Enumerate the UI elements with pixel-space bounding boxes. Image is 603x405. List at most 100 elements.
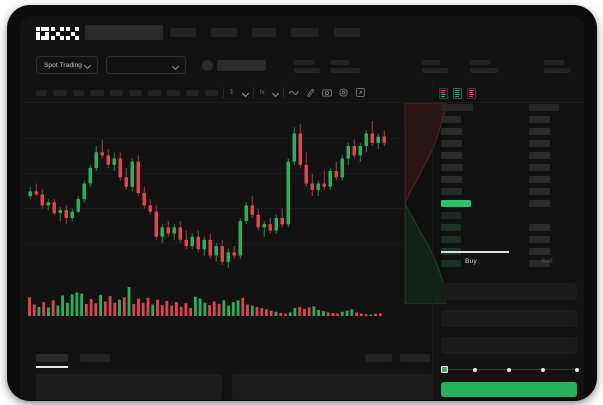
orders-panel	[20, 348, 447, 400]
orderbook-ask-row[interactable]	[441, 128, 462, 135]
slider-stop-75[interactable]	[541, 367, 545, 372]
slider-stop-50[interactable]	[507, 367, 511, 372]
snapshot-icon[interactable]	[322, 88, 332, 97]
chevron-down-icon[interactable]	[273, 91, 278, 96]
slider-stop-25[interactable]	[473, 367, 477, 372]
ob-view-asks-icon[interactable]	[467, 88, 476, 99]
orderbook-col-header-price[interactable]	[441, 104, 473, 111]
tf-30m[interactable]	[90, 90, 104, 96]
orderbook-bid-amount[interactable]	[529, 248, 550, 255]
market-type-dropdown[interactable]: Spot Trading	[36, 56, 98, 74]
chart-toolbar: ⁑ fx	[20, 83, 584, 103]
orderbook-bid-row[interactable]	[441, 224, 461, 231]
nav-4[interactable]	[291, 28, 319, 37]
orderbook-rows[interactable]	[433, 104, 584, 267]
toolbar-divider	[283, 87, 284, 98]
tab-buy[interactable]: Buy	[465, 258, 477, 265]
orderbook-last-amount[interactable]	[529, 200, 550, 207]
ob-view-both-icon[interactable]	[439, 88, 448, 99]
toolbar-divider	[223, 87, 224, 98]
gridline	[20, 208, 404, 209]
nav-2[interactable]	[211, 28, 237, 37]
tf-5m[interactable]	[53, 90, 67, 96]
orderbook-view-toggles	[439, 88, 476, 99]
orderbook-ask-row[interactable]	[441, 116, 461, 123]
orderbook-ask-amount[interactable]	[529, 128, 550, 135]
tf-15m[interactable]	[73, 90, 84, 96]
trading-pair-select[interactable]	[106, 56, 186, 74]
tab-order-history[interactable]	[80, 354, 110, 362]
orderbook-bid-row[interactable]	[441, 212, 461, 219]
nav-3[interactable]	[252, 28, 276, 37]
stat-24h-turnover-label	[544, 60, 564, 65]
settings-icon[interactable]	[339, 88, 348, 97]
orderbook-ask-row[interactable]	[441, 164, 463, 171]
tab-open-orders[interactable]	[36, 354, 68, 362]
chart-type-select[interactable]: ⁑	[230, 90, 234, 96]
amount-field[interactable]	[441, 310, 577, 327]
orderbook-ask-row[interactable]	[441, 176, 462, 183]
orderbook-ask-amount[interactable]	[529, 176, 550, 183]
okx-logo-icon[interactable]	[36, 27, 79, 40]
orderbook-bid-amount[interactable]	[529, 260, 550, 267]
tf-12h[interactable]	[167, 90, 180, 96]
orderbook-ask-amount[interactable]	[529, 188, 550, 195]
orderbook-col-header-amount[interactable]	[529, 104, 559, 111]
stat-24h-change	[330, 60, 360, 73]
orderbook-ask-amount[interactable]	[529, 164, 550, 171]
search-input[interactable]	[85, 25, 163, 40]
orderbook-bid-row[interactable]	[441, 236, 461, 243]
total-field[interactable]	[441, 337, 577, 354]
market-type-label: Spot Trading	[43, 61, 83, 69]
orderbook-bid-amount[interactable]	[529, 236, 550, 243]
tf-1d[interactable]	[186, 90, 199, 96]
indicator-select[interactable]: fx	[260, 90, 265, 96]
orderbook-last-price[interactable]	[441, 200, 471, 207]
toggle-bar	[455, 92, 459, 93]
orderbook-ask-row[interactable]	[441, 140, 462, 147]
stat-24h-high-value	[422, 68, 448, 73]
buy-submit-button[interactable]	[441, 382, 577, 397]
amount-slider[interactable]	[441, 365, 579, 374]
toolbar-divider	[253, 87, 254, 98]
tf-6h[interactable]	[148, 90, 161, 96]
line-tool-icon[interactable]	[289, 88, 299, 97]
orders-panel-left	[36, 374, 222, 400]
toggle-bar	[441, 92, 445, 93]
toggle-bar	[469, 90, 474, 91]
tab-sell[interactable]: Sell	[541, 258, 553, 265]
orderbook-ask-row[interactable]	[441, 152, 462, 159]
nav-1[interactable]	[170, 28, 196, 37]
tf-1w[interactable]	[205, 90, 218, 96]
tf-4h[interactable]	[129, 90, 142, 96]
orderbook-ask-row[interactable]	[441, 188, 462, 195]
chevron-down-icon[interactable]	[243, 91, 248, 96]
draw-tool-icon[interactable]	[306, 88, 315, 97]
ob-view-bids-icon[interactable]	[453, 88, 462, 99]
price-field[interactable]	[441, 283, 577, 300]
price-chart[interactable]	[20, 103, 404, 348]
tab-filter[interactable]	[365, 354, 392, 362]
tab-hide-others[interactable]	[400, 354, 430, 362]
fullscreen-icon[interactable]	[356, 88, 365, 97]
nav-5[interactable]	[334, 28, 360, 37]
volume-series	[28, 287, 382, 316]
orderbook-ask-amount[interactable]	[529, 140, 550, 147]
market-depth-chart	[404, 103, 447, 304]
tf-1m[interactable]	[36, 90, 47, 96]
tf-1h[interactable]	[110, 90, 123, 96]
orderbook-bid-amount[interactable]	[529, 224, 550, 231]
app-screen: Spot Trading ⁑ fx	[20, 16, 584, 400]
orderbook-ask-amount[interactable]	[529, 116, 550, 123]
stat-24h-high-label	[422, 60, 440, 65]
stat-24h-volume	[470, 60, 498, 73]
toggle-bar	[441, 96, 445, 97]
slider-handle[interactable]	[441, 366, 448, 373]
stat-24h-volume-value	[470, 68, 498, 73]
orderbook-bid-row[interactable]	[441, 260, 461, 267]
orderbook-ask-amount[interactable]	[529, 152, 550, 159]
toggle-bar	[455, 96, 459, 97]
toggle-bar	[441, 90, 446, 91]
stat-last-price	[294, 60, 320, 73]
slider-stop-100[interactable]	[575, 367, 579, 372]
